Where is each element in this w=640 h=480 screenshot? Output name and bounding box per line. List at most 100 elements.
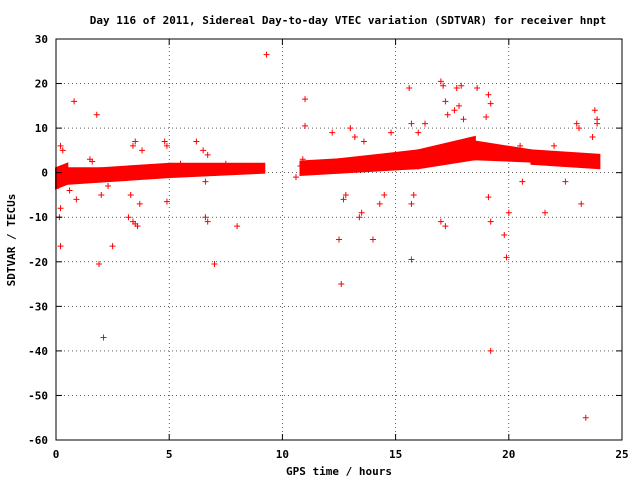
plot-frame <box>55 38 623 441</box>
data-point <box>589 134 596 141</box>
data-point <box>125 214 132 221</box>
data-point <box>202 214 209 221</box>
data-point <box>132 138 139 145</box>
data-point <box>369 236 376 243</box>
data-band <box>299 158 340 176</box>
data-point <box>139 147 146 154</box>
data-point <box>302 122 309 129</box>
data-point <box>356 214 363 221</box>
data-point <box>460 116 467 123</box>
data-point <box>591 107 598 114</box>
data-point <box>347 125 354 132</box>
y-tick-label: -10 <box>28 211 48 224</box>
data-point <box>437 78 444 85</box>
data-point <box>376 200 383 207</box>
data-point <box>234 223 241 230</box>
data-point <box>216 167 223 174</box>
data-point <box>408 256 415 263</box>
data-band <box>55 162 69 190</box>
data-point <box>336 236 342 243</box>
data-point <box>487 100 494 107</box>
data-band <box>417 135 476 170</box>
data-point <box>204 218 211 225</box>
data-point <box>562 178 569 185</box>
y-tick-label: -30 <box>28 300 48 313</box>
data-band <box>338 149 420 174</box>
data-point <box>299 156 306 163</box>
data-point <box>193 138 200 145</box>
data-point <box>136 200 143 207</box>
data-point <box>297 162 304 169</box>
data-point <box>408 120 415 127</box>
data-point <box>342 191 349 198</box>
data-point <box>302 96 309 103</box>
axis-ticks: -60 -50 -40 -30 -20 -10 0 10 20 30 0 5 10 15 20 25 <box>28 33 629 461</box>
data-band <box>100 162 171 183</box>
data-point <box>177 160 184 167</box>
x-tick-label: 20 <box>502 448 515 461</box>
data-point <box>437 218 444 225</box>
data-point <box>100 334 107 341</box>
data-point <box>575 125 582 132</box>
data-point <box>485 194 492 201</box>
x-tick-label: 15 <box>389 448 402 461</box>
data-point <box>202 178 209 185</box>
data-point <box>338 281 345 288</box>
y-tick-label: 0 <box>41 167 48 180</box>
data-point <box>505 209 512 216</box>
y-tick-label: 10 <box>35 122 48 135</box>
data-point <box>59 147 66 154</box>
data-point <box>406 85 413 92</box>
data-point <box>551 142 558 149</box>
data-point <box>519 178 526 185</box>
data-band <box>66 167 103 185</box>
data-point <box>487 347 494 354</box>
data-point <box>474 85 481 92</box>
data-point <box>594 120 601 127</box>
data-point <box>483 113 490 120</box>
data-point <box>57 205 64 212</box>
data-point <box>105 183 112 190</box>
data-point <box>93 111 100 118</box>
data-point <box>573 120 580 127</box>
data-point <box>163 198 170 205</box>
data-point <box>501 232 508 239</box>
data-point <box>71 98 78 105</box>
data-point <box>89 158 96 165</box>
y-tick-label: -20 <box>28 256 48 269</box>
y-tick-label: -40 <box>28 345 48 358</box>
data-point <box>340 196 347 203</box>
data-point <box>444 111 451 118</box>
data-point <box>408 200 415 207</box>
y-tick-label: -50 <box>28 389 48 402</box>
data-point <box>442 98 449 105</box>
data-point <box>487 218 494 225</box>
data-point <box>528 151 535 158</box>
data-point <box>358 209 365 216</box>
data-point <box>263 51 270 58</box>
data-point <box>129 142 136 149</box>
data-series <box>55 51 601 421</box>
data-point <box>542 209 549 216</box>
y-tick-label: 30 <box>35 33 48 46</box>
data-point <box>57 142 64 149</box>
data-point <box>422 120 429 127</box>
data-point <box>200 147 207 154</box>
y-tick-label: -60 <box>28 434 48 447</box>
x-tick-label: 5 <box>166 448 173 461</box>
data-point <box>415 129 422 136</box>
data-point <box>578 200 585 207</box>
y-axis-label: SDTVAR / TECUs <box>5 194 18 287</box>
data-point <box>440 82 447 89</box>
x-axis-label: GPS time / hours <box>286 465 392 478</box>
data-band <box>473 140 533 163</box>
data-point <box>442 223 449 230</box>
data-point <box>360 138 367 145</box>
data-point <box>292 174 299 181</box>
data-band <box>530 149 601 170</box>
data-point <box>329 129 336 136</box>
data-point <box>453 85 460 92</box>
data-point <box>127 191 134 198</box>
data-point <box>381 191 388 198</box>
data-point <box>582 414 589 421</box>
